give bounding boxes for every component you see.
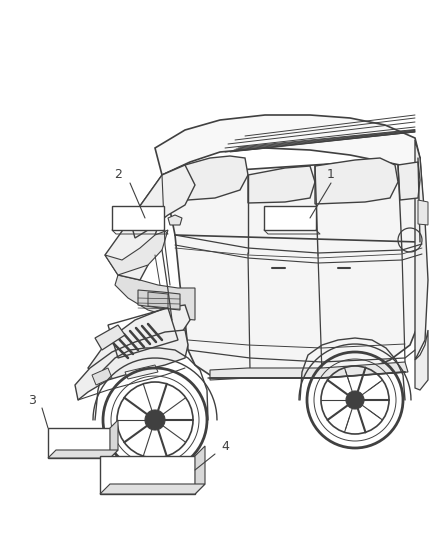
Circle shape [346,391,364,409]
Polygon shape [105,230,168,275]
Text: 3: 3 [28,393,36,407]
Text: 1: 1 [327,168,335,182]
Polygon shape [88,305,190,380]
Polygon shape [115,275,195,320]
Polygon shape [138,290,180,310]
Polygon shape [100,484,205,494]
Polygon shape [415,330,428,390]
Polygon shape [100,456,195,494]
Polygon shape [92,368,112,385]
Polygon shape [195,446,205,494]
Polygon shape [162,158,425,255]
Polygon shape [148,292,168,308]
Polygon shape [264,206,316,230]
Circle shape [145,410,165,430]
Polygon shape [155,115,420,175]
Polygon shape [162,156,248,200]
Polygon shape [418,200,428,225]
Polygon shape [112,206,164,230]
Polygon shape [125,365,158,379]
Polygon shape [95,325,125,350]
Polygon shape [398,162,420,200]
Polygon shape [315,158,398,204]
Polygon shape [110,420,118,458]
Polygon shape [48,450,118,458]
Polygon shape [48,428,110,458]
Polygon shape [105,175,168,280]
Polygon shape [130,165,195,238]
Polygon shape [415,140,428,360]
Polygon shape [248,166,315,203]
Polygon shape [175,235,420,378]
Polygon shape [75,330,188,400]
Polygon shape [168,215,182,225]
Text: 2: 2 [114,168,122,182]
Text: 4: 4 [221,440,229,453]
Polygon shape [210,362,408,380]
